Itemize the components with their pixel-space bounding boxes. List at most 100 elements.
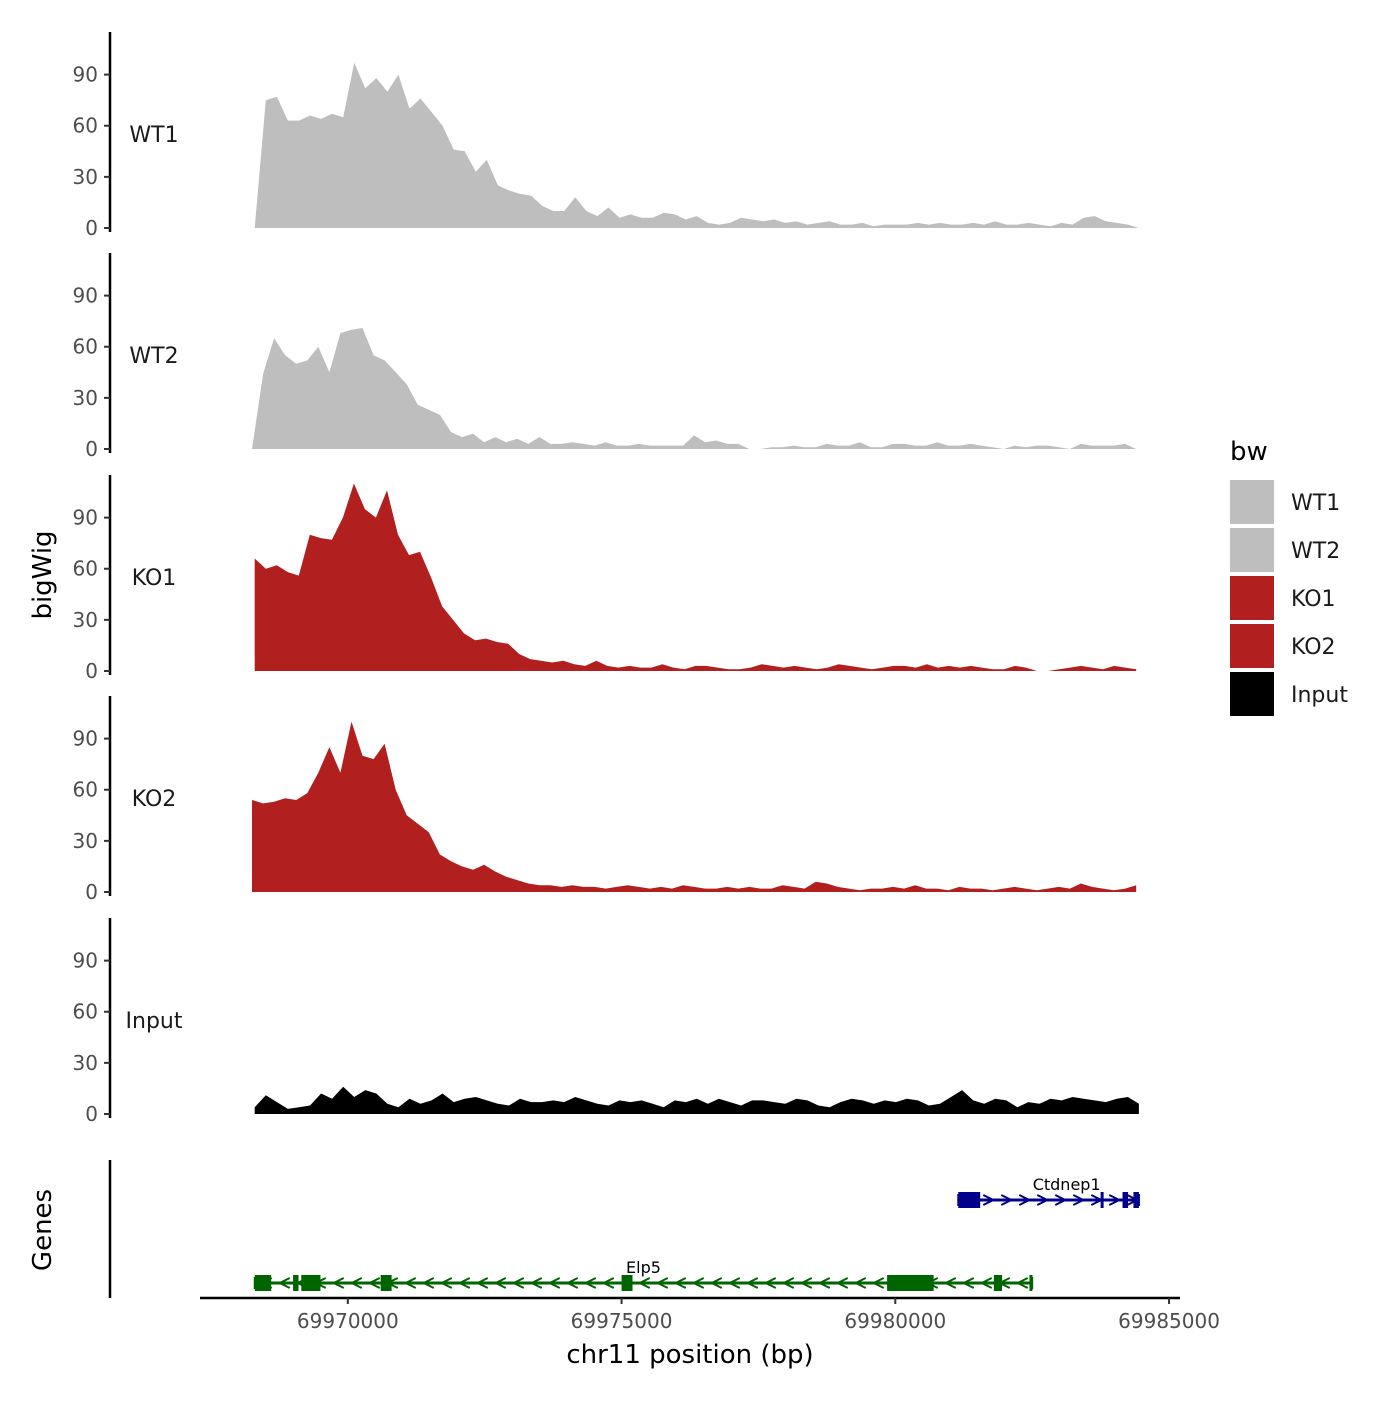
exon [1122,1192,1128,1208]
exon [301,1275,321,1291]
strand-arrow [1000,1194,1014,1206]
strand-arrow [601,1277,615,1289]
y-tick-label: 0 [85,659,98,683]
area-wt1 [254,62,1139,229]
panel-label-ko1: KO1 [132,566,177,591]
strand-arrow [349,1277,363,1289]
exon [1100,1192,1104,1208]
genes-axis-title: Genes [28,1189,58,1271]
gene-ctdnep1: Ctdnep1 [957,1175,1140,1208]
y-tick-label: 60 [73,114,98,138]
strand-arrow [493,1277,507,1289]
panel-wt1: 0 30 60 90 WT1 [73,32,1139,240]
strand-arrow [673,1277,687,1289]
y-tick-label: 60 [73,335,98,359]
strand-arrow [979,1277,993,1289]
strand-arrow [1054,1194,1068,1206]
strand-arrow [982,1194,996,1206]
panel-ko1: 0 30 60 90 KO1 [73,475,1137,683]
legend-label-ko2: KO2 [1291,635,1336,660]
y-tick-label: 90 [73,506,98,530]
y-tick-label: 30 [73,1051,98,1075]
exon [1029,1275,1033,1291]
strand-arrow [655,1277,669,1289]
strand-arrow [457,1277,471,1289]
panel-label-input: Input [126,1009,183,1034]
legend-swatch-ko2 [1230,624,1274,668]
exon [1133,1192,1139,1208]
exon [958,1192,981,1208]
strand-arrow [745,1277,759,1289]
strand-arrow [529,1277,543,1289]
y-tick-label: 30 [73,608,98,632]
y-tick-label: 0 [85,880,98,904]
strand-arrow [547,1277,561,1289]
strand-arrow [277,1277,291,1289]
y-tick-label: 0 [85,437,98,461]
y-tick-label: 0 [85,1102,98,1126]
y-tick-label: 30 [73,829,98,853]
strand-arrow [421,1277,435,1289]
y-tick-label: 60 [73,778,98,802]
strand-arrow [727,1277,741,1289]
legend-swatch-ko1 [1230,576,1274,620]
legend-swatch-input [1230,672,1274,716]
gene-elp5: Elp5 [253,1258,1034,1291]
y-tick-label: 0 [85,216,98,240]
x-axis: 69970000 69975000 69980000 69985000 [200,1296,1220,1333]
panel-wt2: 0 30 60 90 WT2 [73,253,1137,461]
strand-arrow [367,1277,381,1289]
y-tick-label: 90 [73,949,98,973]
x-tick-label: 69985000 [1118,1309,1220,1333]
x-axis-title: chr11 position (bp) [566,1340,813,1370]
strand-arrow [1036,1194,1050,1206]
x-tick-label: 69970000 [297,1309,399,1333]
legend-label-ko1: KO1 [1291,587,1336,612]
legend-label-wt2: WT2 [1291,539,1340,564]
strand-arrow [943,1277,957,1289]
genes-panel: Ctdnep1 Elp5 [108,1160,1140,1298]
strand-arrow [583,1277,597,1289]
exon [887,1275,934,1291]
panel-label-wt1: WT1 [129,123,178,148]
strand-arrow [853,1277,867,1289]
y-axis-title: bigWig [28,530,58,619]
legend-label-wt1: WT1 [1291,491,1340,516]
y-tick-label: 30 [73,386,98,410]
exon [254,1275,272,1291]
x-tick-label: 69975000 [571,1309,673,1333]
strand-arrow [1072,1194,1086,1206]
legend: bw WT1 WT2 KO1 KO2 Input [1230,437,1348,716]
legend-swatch-wt1 [1230,480,1274,524]
y-tick-label: 90 [73,727,98,751]
track-panels: 0 30 60 90 WT1 0 30 60 90 WT2 0 30 60 90 KO1 0 30 60 90 KO2… [73,32,1139,1126]
strand-arrow [565,1277,579,1289]
strand-arrow [439,1277,453,1289]
panel-label-wt2: WT2 [129,344,178,369]
y-tick-label: 60 [73,557,98,581]
panel-ko2: 0 30 60 90 KO2 [73,696,1137,904]
strand-arrow [1108,1194,1122,1206]
panel-input: 0 30 60 90 Input [73,918,1139,1126]
strand-arrow [781,1277,795,1289]
strand-arrow [403,1277,417,1289]
strand-arrow [1015,1277,1029,1289]
gene-label-ctdnep1: Ctdnep1 [1033,1175,1101,1194]
strand-arrow [871,1277,885,1289]
strand-arrow [637,1277,651,1289]
legend-title: bw [1230,437,1268,467]
strand-arrow [511,1277,525,1289]
area-wt2 [252,328,1137,449]
y-tick-label: 90 [73,284,98,308]
exon [621,1275,633,1291]
strand-arrow [331,1277,345,1289]
strand-arrow [817,1277,831,1289]
strand-arrow [763,1277,777,1289]
area-ko2 [252,721,1137,892]
exon [380,1275,392,1291]
strand-arrow [475,1277,489,1289]
y-tick-label: 60 [73,1000,98,1024]
legend-swatch-wt2 [1230,528,1274,572]
y-tick-label: 90 [73,63,98,87]
